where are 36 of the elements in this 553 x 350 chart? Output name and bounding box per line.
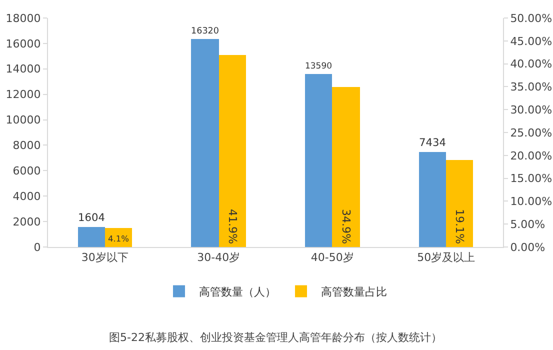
y2-tick-label: 35.00%: [510, 80, 552, 94]
data-label: 19.1%: [453, 209, 466, 244]
data-label: 1604: [78, 212, 106, 224]
y-tick-label: 6000: [12, 164, 41, 178]
x-tick-label: 30-40岁: [197, 251, 240, 264]
y-tick-label: 2000: [12, 215, 41, 228]
caption: 图5-22私募股权、创业投资基金管理人高管年龄分布（按人数统计）: [109, 331, 442, 344]
y2-tick-label: 20.00%: [510, 149, 552, 162]
y2-tick-label: 50.00%: [510, 12, 552, 25]
y2-tick-label: 40.00%: [510, 58, 552, 71]
y-tick-label: 4000: [12, 190, 41, 203]
y2-tick-label: 5.00%: [510, 218, 546, 231]
data-label: 16320: [191, 26, 220, 37]
x-tick-label: 30岁以下: [81, 251, 128, 264]
y-tick-label: 10000: [6, 114, 41, 127]
y2-tick-label: 30.00%: [510, 103, 552, 116]
legend-label: 高管数量（人）: [199, 286, 276, 299]
y-tick-label: 16000: [6, 37, 41, 50]
y2-tick-label: 10.00%: [510, 195, 552, 208]
data-label: 7434: [419, 137, 446, 150]
legend-label: 高管数量占比: [321, 286, 387, 299]
y2-tick-label: 25.00%: [510, 126, 552, 140]
y-tick-label: 14000: [6, 62, 41, 76]
data-label: 34.9%: [340, 209, 352, 244]
x-tick-label: 50岁及以上: [417, 251, 476, 264]
data-label: 13590: [305, 60, 332, 71]
data-label: 41.9%: [226, 209, 239, 244]
y-tick-label: 0: [34, 240, 41, 254]
y2-tick-label: 0.00%: [510, 240, 546, 254]
y-tick-label: 12000: [6, 88, 41, 102]
y-tick-label: 8000: [12, 139, 41, 152]
x-tick-label: 40-50岁: [310, 251, 354, 264]
data-label: 4.1%: [108, 234, 130, 244]
y2-tick-label: 15.00%: [510, 172, 552, 186]
y2-tick-label: 45.00%: [510, 34, 552, 48]
y-tick-label: 18000: [6, 12, 41, 25]
